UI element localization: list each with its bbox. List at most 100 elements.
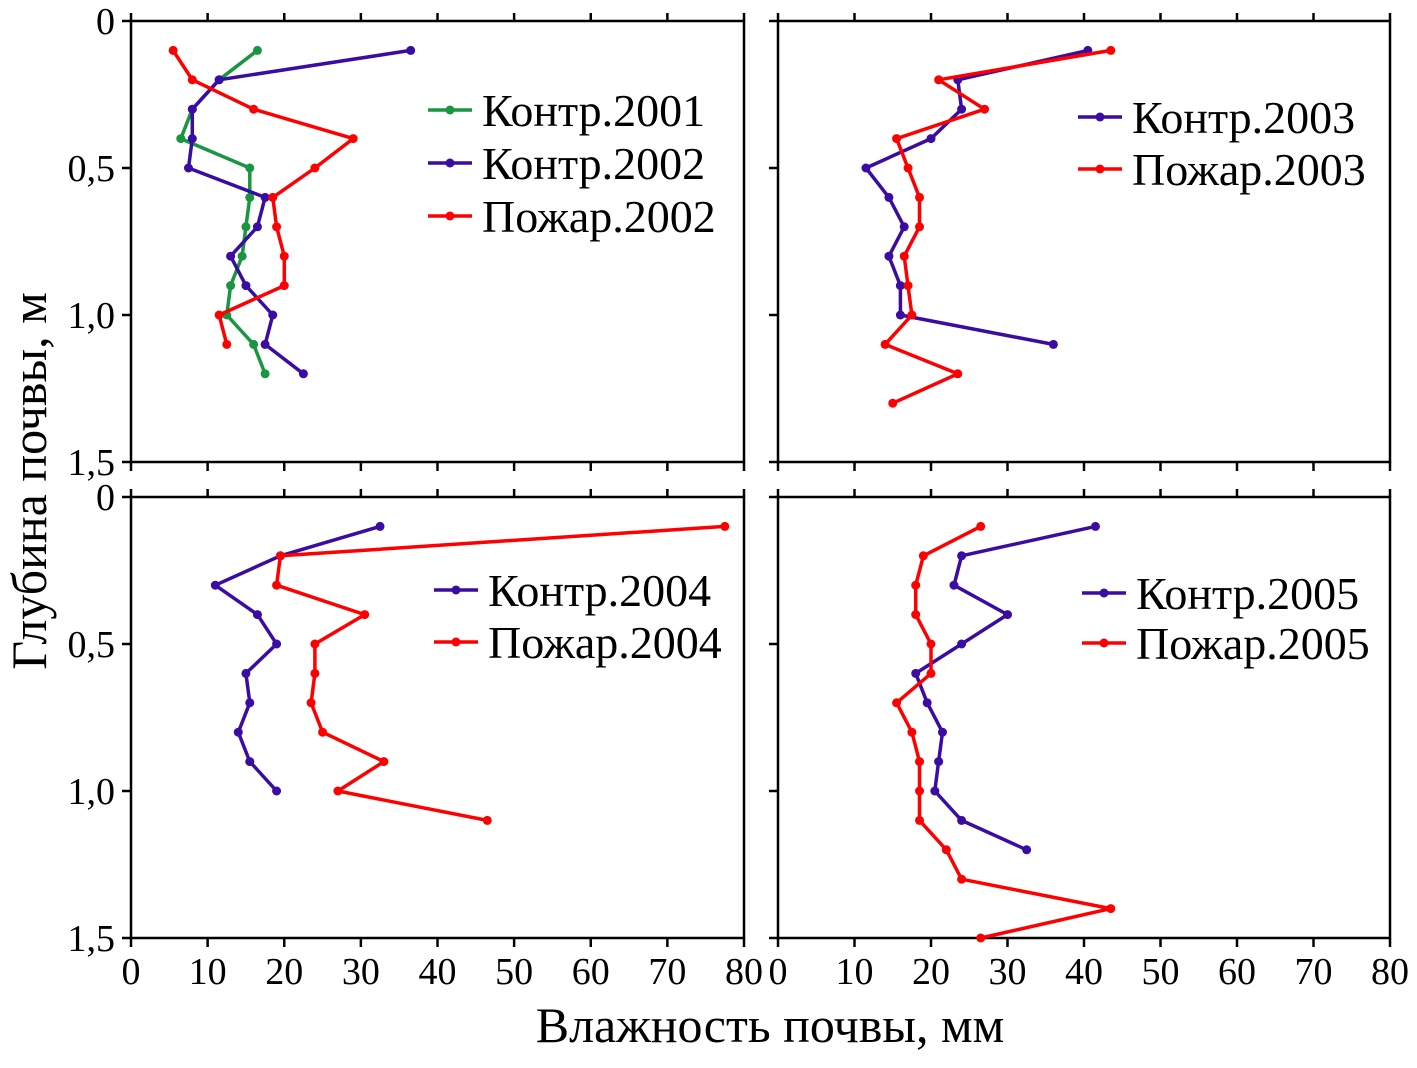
- x-tick-label: 50: [1142, 951, 1180, 993]
- data-point: [895, 281, 905, 291]
- data-point: [1048, 339, 1058, 349]
- legend-label: Контр.2004: [488, 565, 711, 616]
- data-point: [1090, 521, 1100, 531]
- data-point: [941, 845, 951, 855]
- data-point: [922, 698, 932, 708]
- data-point: [214, 310, 224, 320]
- legend-swatch-marker: [445, 211, 455, 221]
- data-point: [888, 398, 898, 408]
- data-point: [915, 222, 925, 232]
- x-tick-label: 80: [725, 951, 763, 993]
- data-point: [210, 580, 220, 590]
- data-point: [245, 698, 255, 708]
- data-point: [279, 251, 289, 261]
- legend-label: Контр.2001: [482, 85, 705, 136]
- x-tick-label: 80: [1371, 951, 1409, 993]
- y-tick-label: 0,5: [68, 624, 116, 666]
- data-point: [907, 727, 917, 737]
- legend-swatch-marker: [1095, 164, 1105, 174]
- series-line-Контр.2003: [864, 48, 1089, 347]
- data-point: [214, 75, 224, 85]
- data-point: [245, 757, 255, 767]
- legend-label: Контр.2003: [1132, 92, 1355, 143]
- y-tick-label: 1,5: [68, 918, 116, 960]
- data-point: [911, 610, 921, 620]
- series-line-Контр.2004: [213, 524, 381, 793]
- data-point: [241, 222, 251, 232]
- data-point: [187, 104, 197, 114]
- legend-label: Пожар.2003: [1132, 144, 1366, 195]
- data-point: [911, 668, 921, 678]
- y-tick-label: 1,5: [68, 442, 116, 484]
- data-point: [275, 551, 285, 561]
- data-point: [980, 104, 990, 114]
- data-point: [268, 310, 278, 320]
- data-point: [957, 104, 967, 114]
- y-tick-label: 0,5: [68, 148, 116, 190]
- data-point: [333, 786, 343, 796]
- data-point: [222, 339, 232, 349]
- legend-swatch-marker: [445, 158, 455, 168]
- data-point: [310, 639, 320, 649]
- data-point: [226, 281, 236, 291]
- data-point: [168, 45, 178, 55]
- data-point: [911, 580, 921, 590]
- data-point: [915, 815, 925, 825]
- x-axis-title: Влажность почвы, мм: [536, 997, 1004, 1053]
- data-point: [306, 698, 316, 708]
- data-point: [926, 668, 936, 678]
- data-point: [907, 310, 917, 320]
- x-tick-label: 20: [265, 951, 303, 993]
- data-point: [884, 251, 894, 261]
- data-point: [241, 668, 251, 678]
- x-tick-label: 60: [572, 951, 610, 993]
- legend-swatch-marker: [451, 637, 461, 647]
- x-tick-label: 30: [989, 951, 1027, 993]
- data-point: [249, 339, 259, 349]
- x-tick-label: 30: [342, 951, 380, 993]
- data-point: [899, 222, 909, 232]
- data-point: [245, 192, 255, 202]
- x-tick-label: 20: [912, 951, 950, 993]
- data-point: [348, 134, 358, 144]
- data-point: [926, 134, 936, 144]
- data-point: [957, 551, 967, 561]
- data-point: [1106, 904, 1116, 914]
- plot-frame: [776, 495, 1392, 940]
- series-line-Контр.2002: [186, 48, 411, 376]
- data-point: [260, 369, 270, 379]
- data-point: [1106, 45, 1116, 55]
- legend-swatch-marker: [451, 585, 461, 595]
- data-point: [252, 222, 262, 232]
- data-point: [318, 727, 328, 737]
- data-point: [260, 192, 270, 202]
- legend-swatch-marker: [445, 105, 455, 115]
- legend-label: Пожар.2004: [488, 617, 722, 668]
- data-point: [915, 192, 925, 202]
- data-point: [892, 698, 902, 708]
- data-point: [245, 163, 255, 173]
- legend-swatch-marker: [1099, 588, 1109, 598]
- data-point: [957, 639, 967, 649]
- data-point: [187, 134, 197, 144]
- x-tick-label: 0: [122, 951, 141, 993]
- y-tick-label: 1,0: [68, 771, 116, 813]
- y-axis-title: Глубина почвы, м: [1, 292, 57, 670]
- data-point: [957, 874, 967, 884]
- data-point: [976, 521, 986, 531]
- series-line-Контр.2005: [913, 524, 1096, 852]
- data-point: [241, 281, 251, 291]
- x-tick-label: 50: [495, 951, 533, 993]
- data-point: [895, 310, 905, 320]
- data-point: [237, 251, 247, 261]
- data-point: [406, 45, 416, 55]
- panel-bottom-left: 0 10 20 30 40 50 60 70 80 0 0,5 1,0 1,5 Контр.2004Пож…: [68, 477, 764, 993]
- legend-label: Контр.2002: [482, 138, 705, 189]
- x-tick-label: 0: [769, 951, 788, 993]
- x-tick-label: 70: [1295, 951, 1333, 993]
- data-point: [1003, 610, 1012, 620]
- data-point: [953, 369, 963, 379]
